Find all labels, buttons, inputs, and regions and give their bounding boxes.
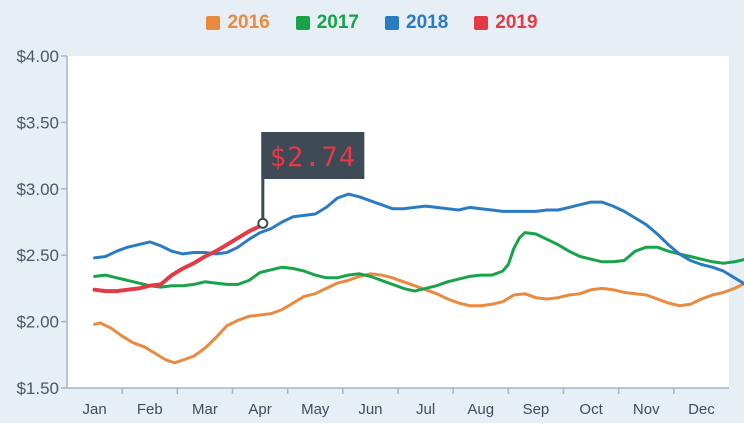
price-flag: $2.74 <box>257 132 365 229</box>
x-tick-label: Jan <box>82 401 106 418</box>
y-tick-label: $2.00 <box>16 313 59 332</box>
series-line-2019 <box>92 221 265 294</box>
chart-legend: 2016 2017 2018 2019 <box>0 12 744 34</box>
x-tick-label: May <box>301 401 330 418</box>
legend-swatch-2019 <box>474 16 489 30</box>
legend-label-2016: 2016 <box>227 12 270 33</box>
series-line-2017 <box>93 231 744 293</box>
x-tick-label: Feb <box>137 401 163 418</box>
x-tick-label: Apr <box>248 401 271 418</box>
x-tick-label: Sep <box>523 401 550 418</box>
x-tick-label: Dec <box>688 401 715 418</box>
series-line-2018 <box>93 192 744 286</box>
series-lines <box>92 192 744 365</box>
legend-item-2019: 2019 <box>474 12 538 34</box>
legend-label-2017: 2017 <box>316 12 359 33</box>
x-tick-label: Jul <box>416 401 435 418</box>
x-tick-label: Jun <box>358 401 382 418</box>
legend-label-2018: 2018 <box>406 12 449 33</box>
y-tick-label: $2.50 <box>16 246 59 265</box>
plot-area <box>67 56 729 388</box>
flag-price-label: $2.74 <box>270 142 356 173</box>
legend-item-2016: 2016 <box>206 12 270 34</box>
flag-marker-dot <box>257 217 269 229</box>
x-tick-label: Mar <box>192 401 218 418</box>
flag-box <box>261 132 365 179</box>
y-tick-label: $4.00 <box>16 47 59 66</box>
legend-swatch-2018 <box>385 16 399 30</box>
legend-swatch-2016 <box>206 16 221 30</box>
series-line-2016 <box>93 272 744 365</box>
y-tick-label: $3.00 <box>16 180 59 199</box>
legend-item-2017: 2017 <box>295 12 359 34</box>
legend-item-2018: 2018 <box>385 12 448 34</box>
y-tick-label: $3.50 <box>16 113 59 132</box>
y-tick-label: $1.50 <box>16 379 59 398</box>
legend-swatch-2017 <box>295 16 310 30</box>
x-tick-label: Aug <box>467 401 494 418</box>
x-tick-label: Nov <box>633 401 660 418</box>
axis-ticks: $4.00 $3.50 $3.00 $2.50 $2.00 $1.50 Jan Feb Mar A… <box>16 47 715 418</box>
x-tick-label: Oct <box>579 401 603 418</box>
legend-label-2019: 2019 <box>495 12 538 33</box>
